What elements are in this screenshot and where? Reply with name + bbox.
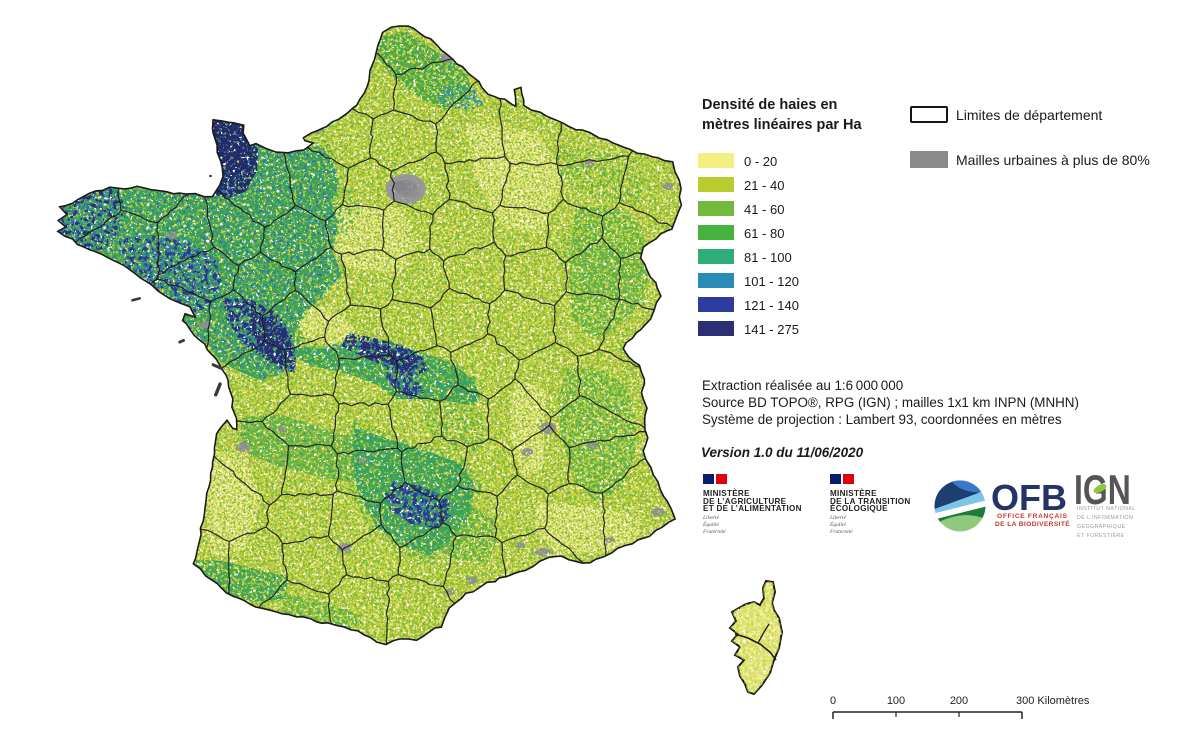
svg-text:300 Kilomètres: 300 Kilomètres xyxy=(1016,695,1090,707)
svg-text:0: 0 xyxy=(830,695,836,707)
svg-text:100: 100 xyxy=(887,695,905,707)
svg-text:200: 200 xyxy=(950,695,968,707)
